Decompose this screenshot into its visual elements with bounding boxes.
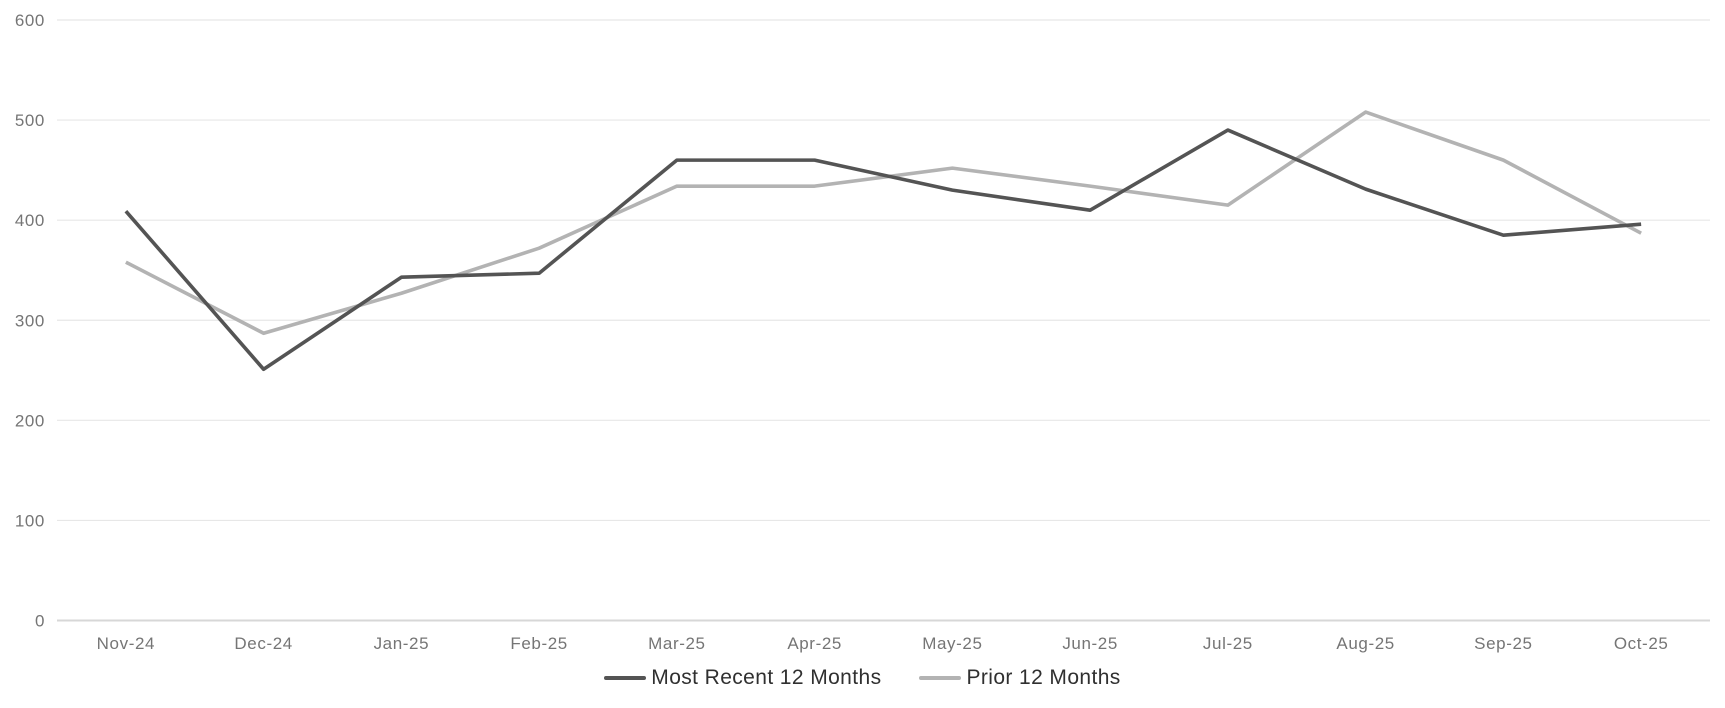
y-tick-label-600: 600: [15, 11, 45, 30]
y-tick-label-200: 200: [15, 411, 45, 430]
legend-swatch-prior-12-months: [919, 676, 962, 680]
y-tick-label-0: 0: [35, 612, 45, 631]
x-tick-label-dec-24: Dec-24: [234, 634, 292, 653]
x-tick-label-apr-25: Apr-25: [787, 634, 842, 653]
y-tick-label-500: 500: [15, 111, 45, 130]
x-tick-label-jan-25: Jan-25: [374, 634, 430, 653]
series-line-prior-12-months[interactable]: [125, 110, 1642, 336]
legend-label-prior-12-months: Prior 12 Months: [966, 666, 1121, 689]
x-tick-label-sep-25: Sep-25: [1474, 634, 1532, 653]
y-tick-label-100: 100: [15, 511, 45, 530]
legend: Most Recent 12 Months Prior 12 Months: [0, 666, 1725, 690]
x-tick-label-mar-25: Mar-25: [648, 634, 705, 653]
x-tick-label-oct-25: Oct-25: [1614, 634, 1669, 653]
series-line-most-recent-12-months[interactable]: [124, 128, 1642, 372]
x-tick-label-may-25: May-25: [922, 634, 982, 653]
legend-item-prior-12-months[interactable]: Prior 12 Months: [919, 666, 1120, 690]
legend-label-most-recent-12-months: Most Recent 12 Months: [651, 666, 882, 689]
x-tick-label-jul-25: Jul-25: [1203, 634, 1253, 653]
x-tick-label-nov-24: Nov-24: [97, 634, 155, 653]
legend-item-most-recent-12-months[interactable]: Most Recent 12 Months: [604, 666, 881, 690]
x-tick-label-jun-25: Jun-25: [1062, 634, 1118, 653]
legend-swatch-most-recent-12-months: [604, 676, 647, 680]
x-tick-label-aug-25: Aug-25: [1336, 634, 1394, 653]
x-tick-label-feb-25: Feb-25: [510, 634, 567, 653]
y-tick-label-300: 300: [15, 311, 45, 330]
y-tick-label-400: 400: [15, 211, 45, 230]
